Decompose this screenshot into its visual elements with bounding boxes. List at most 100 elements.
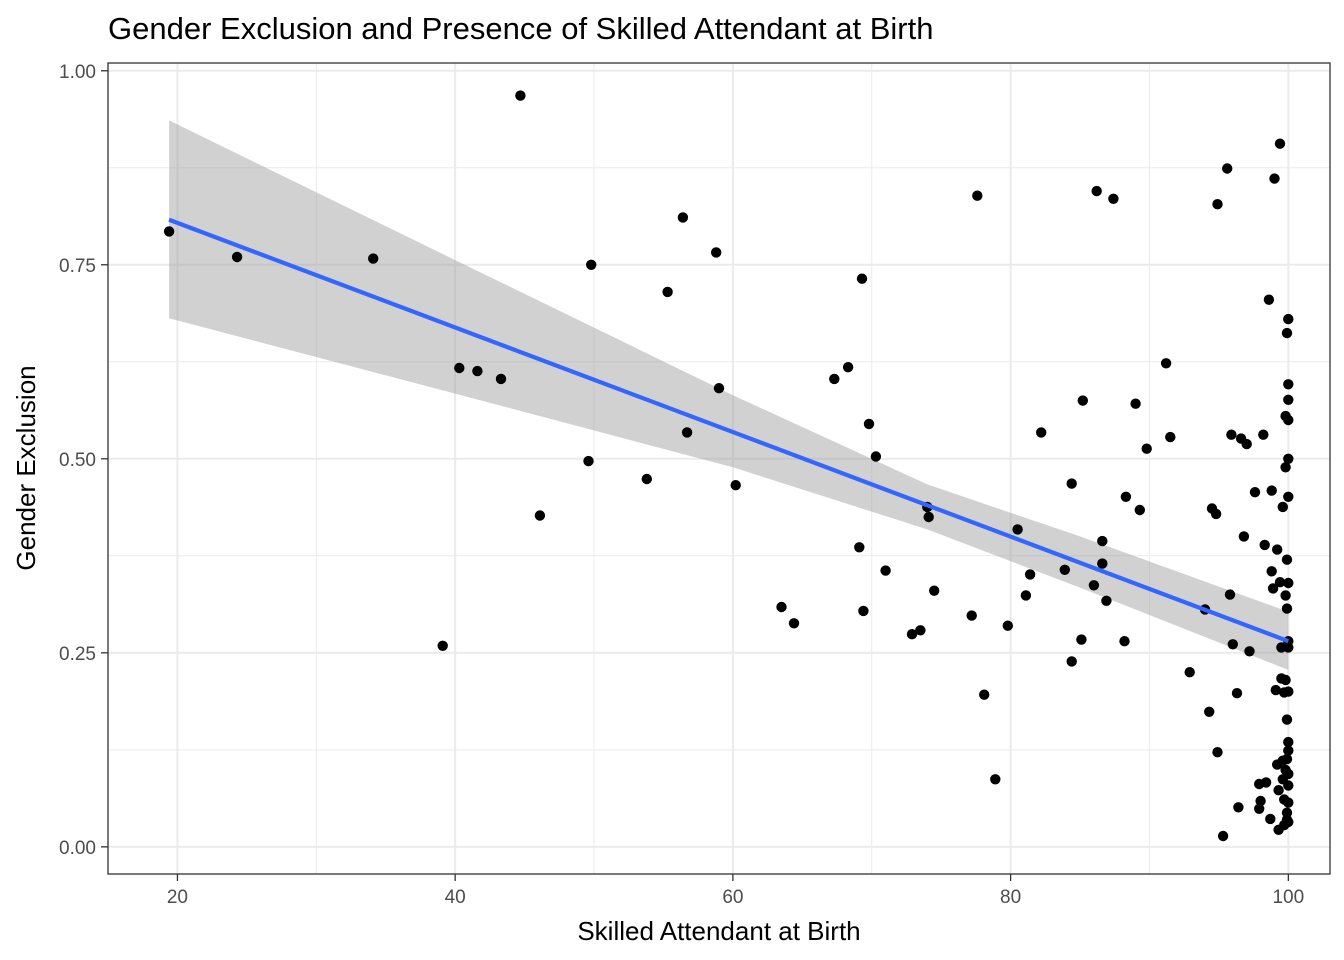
x-tick-label: 20 [167,887,188,908]
data-point [1066,656,1077,667]
data-point [1280,590,1291,601]
data-point [1141,443,1152,454]
data-point [1119,636,1130,647]
data-point [1266,566,1277,577]
data-point [1231,688,1243,699]
data-point [1066,478,1077,489]
chart-title: Gender Exclusion and Presence of Skilled… [108,11,933,46]
data-point [1283,313,1294,325]
data-point [1283,768,1294,780]
data-point [586,259,597,270]
data-point [730,480,741,491]
data-point [1281,327,1293,339]
data-point [641,473,652,485]
data-point [923,511,934,523]
axes: 20 40 60 80 100 0.00 0.25 0.50 0.75 1.00 [59,62,1304,908]
data-point [1281,753,1293,765]
data-point [1263,294,1275,305]
data-point [1283,414,1294,426]
y-tick-label: 0.75 [59,256,96,277]
data-point [1020,590,1032,601]
x-tick-label: 80 [1000,887,1021,908]
data-point [776,601,787,613]
data-point [472,365,483,377]
data-point [1130,398,1141,409]
data-point [1283,816,1294,828]
data-point [454,362,465,374]
data-point [1238,531,1250,542]
data-point [1002,620,1013,631]
data-point [1272,544,1283,555]
data-point [972,190,983,201]
data-point [1266,485,1277,496]
y-axis-title: Gender Exclusion [11,365,41,570]
data-point [1076,634,1087,645]
data-point [990,774,1001,785]
data-point [495,373,507,385]
data-point [979,689,990,700]
data-point [1241,438,1252,450]
data-point [1277,501,1289,513]
data-point [1091,185,1102,197]
data-point [1036,427,1047,438]
data-point [1184,667,1195,678]
data-point [437,640,448,651]
data-point [1024,569,1036,580]
y-tick-label: 0.00 [59,838,96,859]
data-point [1274,577,1286,588]
data-point [1269,173,1280,184]
data-point [1283,736,1294,748]
data-point [1134,504,1146,516]
regression-line [168,217,1290,644]
grid-lines [108,63,1330,874]
data-point [842,362,854,373]
data-point [231,251,243,263]
data-point [1283,394,1294,405]
data-point [1097,535,1108,547]
data-point [1120,491,1132,502]
data-point [863,418,875,430]
data-point [906,629,918,640]
data-point [856,273,868,284]
data-point [1281,603,1293,614]
data-point [1212,199,1223,210]
data-point [1222,163,1233,174]
data-point [1258,429,1269,440]
confidence-ribbon [169,120,1289,670]
x-tick-label: 100 [1272,887,1304,908]
data-point [1210,508,1222,520]
data-point [880,565,891,576]
data-point [1280,674,1291,686]
data-point [1224,589,1236,600]
data-point [1283,379,1294,390]
confidence-band [169,120,1289,670]
data-point [1255,795,1266,807]
data-point [915,625,926,636]
data-point [1226,429,1237,440]
y-tick-label: 1.00 [59,62,96,83]
data-point [1059,564,1071,575]
x-tick-label: 60 [722,887,743,908]
data-point [1281,554,1293,565]
data-point [1227,639,1239,650]
data-point [1108,193,1119,204]
data-point [1097,558,1108,569]
data-point [788,618,800,629]
data-point [662,286,673,298]
data-point [1283,797,1294,808]
data-point [1244,646,1255,657]
data-point [870,451,882,462]
x-tick-label: 40 [445,887,466,908]
fit-line [168,217,1290,644]
data-point [829,373,840,385]
data-point [1283,780,1294,791]
data-point [368,253,379,264]
data-point [1265,813,1276,825]
data-point [1249,487,1261,498]
data-point [1280,462,1291,473]
data-point [1273,785,1284,796]
data-point [858,605,869,617]
